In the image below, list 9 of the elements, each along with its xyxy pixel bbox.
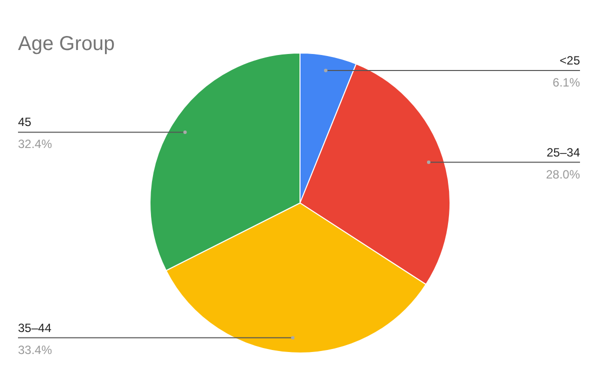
data-label: 28.0%: [546, 167, 580, 182]
slice-label: 45: [18, 115, 32, 130]
data-label: 32.4%: [18, 137, 52, 152]
data-label: 33.4%: [18, 342, 52, 357]
slice-label: 25–34: [546, 145, 580, 160]
chart-title: Age Group: [18, 33, 115, 55]
slice-label: 35–44: [18, 320, 52, 335]
slice-label: <25: [560, 53, 580, 68]
data-label: 6.1%: [552, 75, 580, 90]
